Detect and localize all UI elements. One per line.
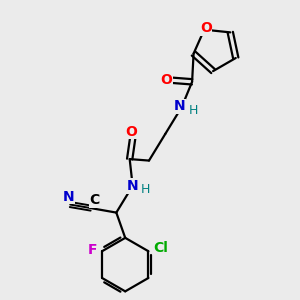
Text: F: F: [88, 243, 97, 257]
Text: C: C: [89, 193, 100, 207]
Text: H: H: [188, 103, 198, 117]
Text: O: O: [125, 125, 137, 139]
Text: Cl: Cl: [153, 241, 168, 255]
Text: O: O: [200, 21, 212, 35]
Text: N: N: [127, 179, 139, 193]
Text: O: O: [160, 73, 172, 87]
Text: H: H: [140, 183, 150, 196]
Text: N: N: [63, 190, 75, 203]
Text: N: N: [173, 100, 185, 113]
